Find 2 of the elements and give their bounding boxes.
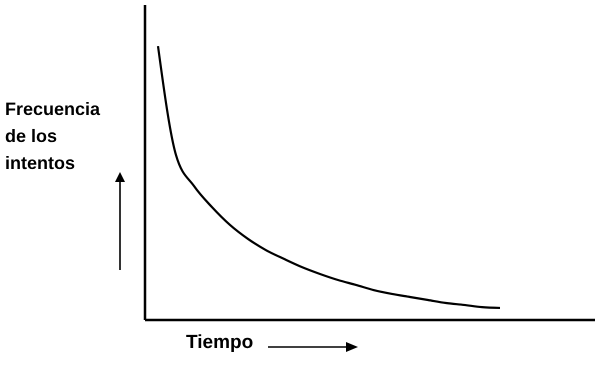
x-axis-title: Tiempo <box>186 332 254 354</box>
y-axis-title: Frecuencia de los intentos <box>5 98 102 175</box>
